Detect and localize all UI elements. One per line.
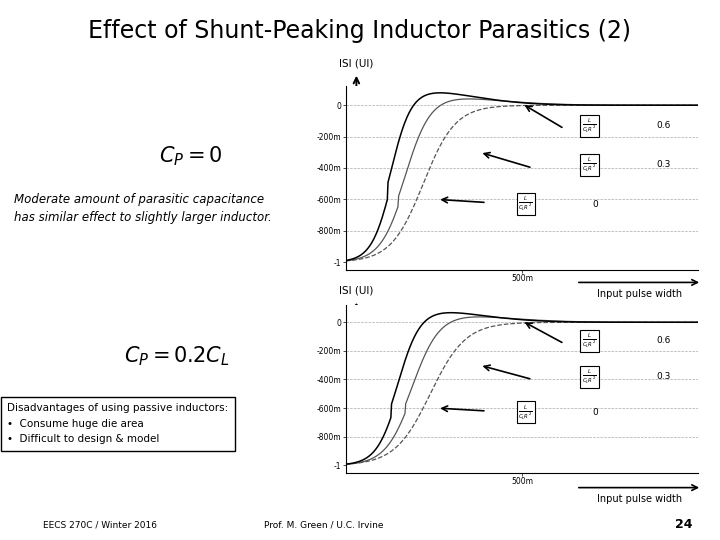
Text: $\frac{L}{C_L R^2}$: $\frac{L}{C_L R^2}$ [518,195,534,213]
Text: $\frac{L}{C_L R^2}$: $\frac{L}{C_L R^2}$ [518,403,534,422]
Text: $\frac{L}{C_L R^2}$: $\frac{L}{C_L R^2}$ [582,117,597,135]
Text: Prof. M. Green / U.C. Irvine: Prof. M. Green / U.C. Irvine [264,521,384,529]
Text: 0.6: 0.6 [656,336,670,346]
Text: $C_P = 0.2C_L$: $C_P = 0.2C_L$ [124,345,229,368]
Text: EECS 270C / Winter 2016: EECS 270C / Winter 2016 [43,521,157,529]
Text: 0: 0 [593,200,598,208]
Text: 0: 0 [593,408,598,417]
Text: Disadvantages of using passive inductors:
•  Consume huge die area
•  Difficult : Disadvantages of using passive inductors… [7,403,228,444]
Text: 0.6: 0.6 [656,121,670,130]
Text: Moderate amount of parasitic capacitance: Moderate amount of parasitic capacitance [14,193,264,206]
Text: Input pulse width: Input pulse width [597,289,682,299]
Text: 24: 24 [675,518,693,531]
Text: $\frac{L}{C_L R^2}$: $\frac{L}{C_L R^2}$ [582,368,597,386]
Text: ISI (UI): ISI (UI) [339,58,374,69]
Text: Effect of Shunt-Peaking Inductor Parasitics (2): Effect of Shunt-Peaking Inductor Parasit… [89,19,631,43]
Text: has similar effect to slightly larger inductor.: has similar effect to slightly larger in… [14,211,272,224]
Text: 0.3: 0.3 [656,372,670,381]
Text: Input pulse width: Input pulse width [597,494,682,504]
Text: $C_P = 0$: $C_P = 0$ [159,145,222,168]
Text: $\frac{L}{C_L R^2}$: $\frac{L}{C_L R^2}$ [582,156,597,174]
Text: $\frac{L}{C_L R^2}$: $\frac{L}{C_L R^2}$ [582,332,597,350]
Text: 0.3: 0.3 [656,160,670,170]
Text: ISI (UI): ISI (UI) [339,285,374,295]
